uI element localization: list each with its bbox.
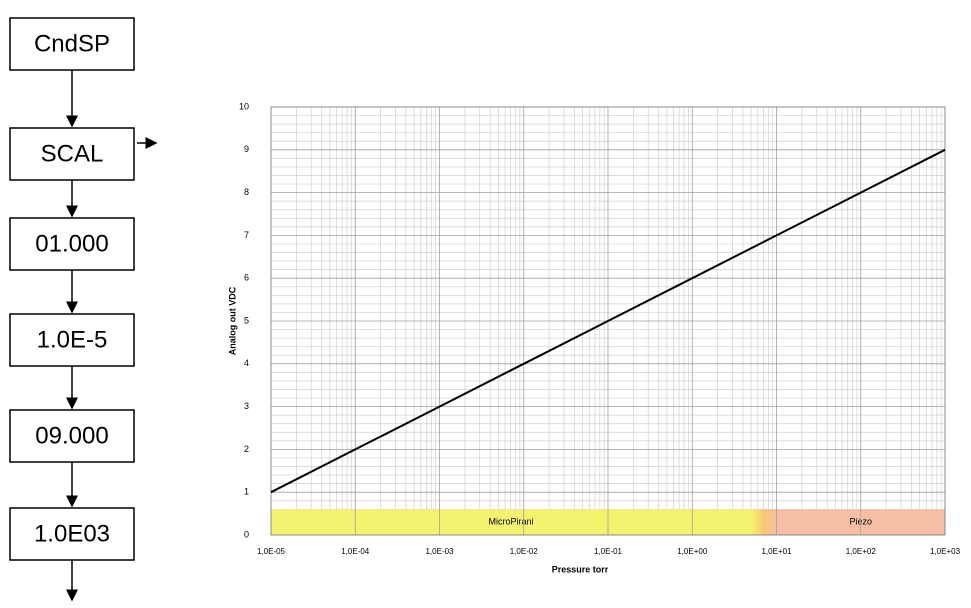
x-axis-title: Pressure torr bbox=[552, 564, 609, 574]
flow-label: 09.000 bbox=[35, 422, 108, 449]
y-tick-label: 9 bbox=[244, 144, 249, 154]
flow-label: SCAL bbox=[41, 140, 104, 167]
flow-label: 1.0E-5 bbox=[37, 326, 108, 353]
y-tick-label: 10 bbox=[239, 101, 249, 111]
y-tick-label: 1 bbox=[244, 487, 249, 497]
flow-box bbox=[9, 409, 135, 463]
x-tick-label: 1,0E+00 bbox=[677, 547, 708, 556]
flow-box bbox=[9, 313, 135, 367]
flow-label: 01.000 bbox=[35, 230, 108, 257]
plot-border bbox=[270, 106, 946, 536]
x-tick-label: 1,0E+01 bbox=[761, 547, 792, 556]
y-tick-label: 0 bbox=[244, 529, 249, 539]
x-tick-label: 1,0E+03 bbox=[930, 547, 961, 556]
flow-diagram: CndSP SCAL 01.000 1.0E-5 09.000 1.0E03 bbox=[9, 17, 158, 602]
flow-box bbox=[9, 217, 135, 271]
plot-area: MicroPirani Piezo bbox=[270, 106, 946, 536]
x-tick-label: 1,0E-01 bbox=[594, 547, 623, 556]
x-tick-label: 1,0E-05 bbox=[257, 547, 286, 556]
y-tick-label: 4 bbox=[244, 358, 249, 368]
region-blend bbox=[751, 509, 777, 535]
y-tick-label: 2 bbox=[244, 444, 249, 454]
flow-box bbox=[9, 127, 135, 181]
x-tick-label: 1,0E-02 bbox=[510, 547, 539, 556]
y-tick-label: 6 bbox=[244, 273, 249, 283]
x-tick-label: 1,0E+02 bbox=[846, 547, 877, 556]
y-tick-label: 5 bbox=[244, 315, 249, 325]
y-axis-title: Analog out VDC bbox=[227, 286, 237, 355]
data-line bbox=[270, 148, 946, 494]
region bbox=[271, 509, 752, 535]
x-tick-label: 1,0E-03 bbox=[425, 547, 454, 556]
x-tick-label: 1,0E-04 bbox=[341, 547, 370, 556]
y-tick-label: 8 bbox=[244, 187, 249, 197]
y-tick-label: 3 bbox=[244, 401, 249, 411]
flow-box bbox=[9, 17, 135, 71]
y-tick-label: 7 bbox=[244, 230, 249, 240]
flow-label: CndSP bbox=[34, 30, 110, 57]
flow-label: 1.0E03 bbox=[34, 520, 110, 547]
flow-box bbox=[9, 507, 135, 561]
region-label: MicroPirani bbox=[489, 517, 534, 527]
